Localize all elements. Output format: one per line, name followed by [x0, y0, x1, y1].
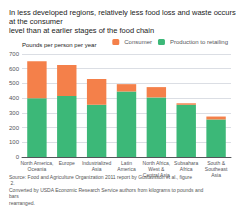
svg-text:700: 700	[9, 51, 20, 57]
svg-text:Africa: Africa	[180, 166, 193, 172]
svg-text:South &: South &	[207, 160, 225, 166]
svg-text:0: 0	[16, 154, 20, 160]
svg-text:Southeast: Southeast	[204, 166, 228, 172]
svg-text:600: 600	[9, 66, 20, 72]
svg-text:Source: Food and Agriculture O: Source: Food and Agriculture Organizatio…	[9, 174, 192, 180]
svg-text:Asia: Asia	[211, 172, 221, 178]
svg-text:at the consumer: at the consumer	[9, 17, 63, 26]
svg-text:Oceania: Oceania	[28, 166, 47, 172]
svg-text:rearranged.: rearranged.	[9, 200, 35, 206]
svg-text:North Africa,: North Africa,	[142, 160, 171, 166]
svg-text:In less developed regions, rel: In less developed regions, relatively le…	[9, 8, 237, 17]
svg-text:100: 100	[9, 139, 20, 145]
svg-text:500: 500	[9, 80, 20, 86]
svg-text:Consumer: Consumer	[124, 39, 152, 45]
svg-text:Asia: Asia	[92, 166, 102, 172]
svg-text:400: 400	[9, 95, 20, 101]
svg-text:Europe: Europe	[59, 160, 75, 166]
svg-text:Pounds per person per year: Pounds per person per year	[22, 42, 96, 48]
svg-text:North America,: North America,	[20, 160, 54, 166]
svg-text:Converted by USDA Economic Res: Converted by USDA Economic Research Serv…	[9, 187, 205, 193]
svg-text:Subsahara: Subsahara	[174, 160, 199, 166]
svg-text:Latin: Latin	[121, 160, 132, 166]
svg-text:2.: 2.	[9, 180, 15, 186]
svg-text:America: America	[117, 166, 136, 172]
svg-text:Industrialized: Industrialized	[81, 160, 112, 166]
svg-text:300: 300	[9, 110, 20, 116]
svg-text:bars: bars	[9, 193, 19, 199]
svg-text:level than at earlier stages o: level than at earlier stages of the food…	[9, 26, 154, 35]
svg-text:West &: West &	[148, 166, 165, 172]
svg-text:Production to retailing: Production to retailing	[170, 39, 228, 45]
svg-text:200: 200	[9, 125, 20, 131]
